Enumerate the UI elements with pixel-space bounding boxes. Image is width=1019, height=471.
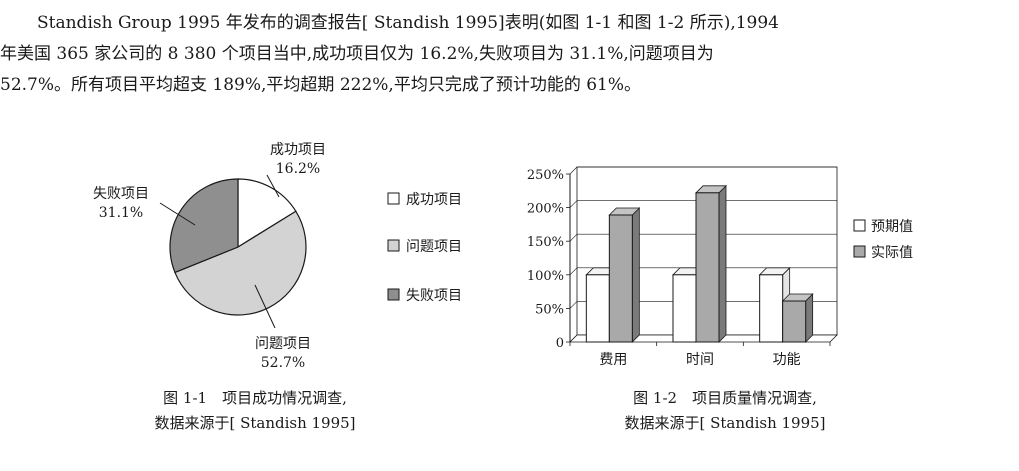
figure-caption-1-2: 图 1-2 项目质量情况调查, 数据来源于[ Standish 1995] <box>600 386 850 436</box>
slice-label-problem-value: 52.7% <box>261 355 305 371</box>
gridline-depth <box>569 166 578 175</box>
legend-swatch-success <box>387 192 400 205</box>
gridline-depth <box>569 301 578 309</box>
caption-line: 图 1-2 项目质量情况调查, <box>633 389 817 407</box>
bar-chart: 0 50% 100% 150% 200% 250% 费用 时间 功能 预期值 实际值 <box>527 166 913 368</box>
gridline-depth <box>569 267 578 276</box>
legend-label-problem: 问题项目 <box>406 239 462 255</box>
slice-label-failure-value: 31.1% <box>99 205 143 221</box>
legend-swatch-problem <box>387 239 400 252</box>
legend-label-actual: 实际值 <box>871 245 913 261</box>
bar-legend: 预期值 实际值 <box>853 219 913 261</box>
paragraph-line: Standish Group 1995 年发布的调查报告[ Standish 1… <box>37 13 779 33</box>
y-tick-label: 150% <box>527 235 564 250</box>
y-tick-label: 0 <box>556 336 564 351</box>
legend-swatch-actual <box>853 245 866 258</box>
legend-label-expected: 预期值 <box>871 219 913 235</box>
legend-swatch-expected <box>853 219 866 232</box>
gridline-depth <box>569 200 578 208</box>
legend-label-failure: 失败项目 <box>406 288 462 304</box>
caption-line: 数据来源于[ Standish 1995] <box>154 414 356 432</box>
slice-label-failure-name: 失败项目 <box>93 186 149 202</box>
figure-caption-1-1: 图 1-1 项目成功情况调查, 数据来源于[ Standish 1995] <box>140 386 370 436</box>
slice-label-success-value: 16.2% <box>276 161 320 177</box>
pie-legend: 成功项目 问题项目 失败项目 <box>387 192 462 304</box>
bar-actual-1 <box>608 207 641 343</box>
pie-chart: 成功项目 16.2% 失败项目 31.1% 问题项目 52.7% 成功项目 问题… <box>93 142 462 371</box>
x-tick-label: 时间 <box>686 352 714 368</box>
bar-actual-3 <box>781 293 814 343</box>
gridline-depth <box>569 233 578 242</box>
bar-actual-2 <box>695 184 727 343</box>
intro-paragraph: Standish Group 1995 年发布的调查报告[ Standish 1… <box>0 8 1019 101</box>
paragraph-line: 年美国 365 家公司的 8 380 个项目当中,成功项目仅为 16.2%,失败… <box>0 44 714 64</box>
caption-line: 数据来源于[ Standish 1995] <box>624 414 826 432</box>
x-tick-label: 费用 <box>599 352 627 368</box>
x-tick-label: 功能 <box>773 352 801 368</box>
legend-label-success: 成功项目 <box>406 192 462 208</box>
leader-line-problem <box>254 284 276 329</box>
y-tick-label: 200% <box>527 202 564 217</box>
paragraph-line: 52.7%。所有项目平均超支 189%,平均超期 222%,平均只完成了预计功能… <box>0 75 642 95</box>
slice-label-problem-name: 问题项目 <box>255 336 311 352</box>
y-tick-label: 250% <box>527 168 564 183</box>
slice-label-success-name: 成功项目 <box>270 142 326 158</box>
leader-line-success <box>266 174 280 198</box>
legend-swatch-failure <box>387 288 400 301</box>
y-tick-label: 50% <box>535 302 564 317</box>
caption-line: 图 1-1 项目成功情况调查, <box>163 389 347 407</box>
pie-slice-failure <box>169 178 239 274</box>
leader-line-failure <box>159 202 196 226</box>
pie-slice-success <box>237 178 297 249</box>
pie-slice-problem <box>174 210 307 316</box>
y-tick-label: 100% <box>527 269 564 284</box>
